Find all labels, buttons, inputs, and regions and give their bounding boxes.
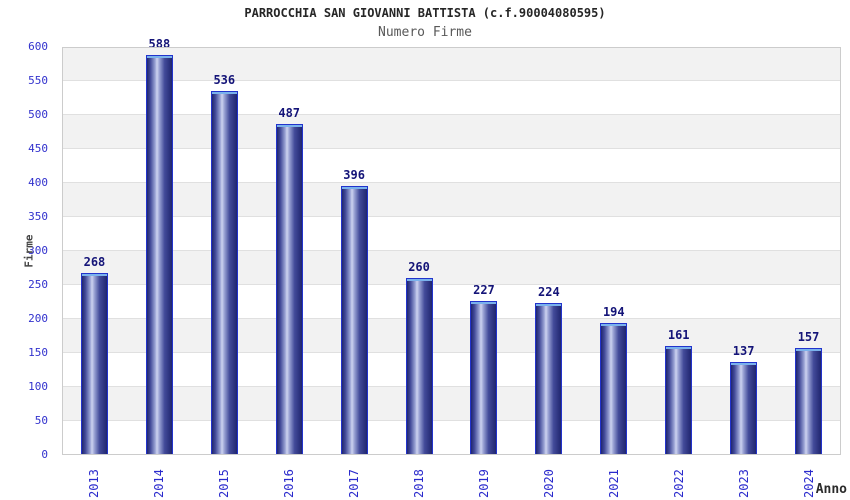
bar-2021 [600,323,628,455]
grid-band [62,353,841,387]
bar-2013 [80,273,108,455]
grid-band [62,81,841,115]
gridline [62,318,841,319]
y-tick-label: 300 [28,244,48,257]
gridline [62,182,841,183]
grid-band [62,183,841,217]
bar-2024 [795,348,823,455]
gridline [62,148,841,149]
x-tick-label: 2021 [606,469,621,498]
x-tick-label: 2014 [152,469,167,498]
gridline [62,420,841,421]
gridline [62,352,841,353]
bar-2023 [730,362,758,455]
gridline [62,114,841,115]
bar-value-label: 536 [213,73,236,87]
grid-band [62,251,841,285]
x-axis-title: Anno [815,482,847,497]
y-tick-label: 100 [28,380,48,393]
x-tick-label: 2017 [347,469,362,498]
grid-band [62,115,841,149]
y-tick-label: 400 [28,176,48,189]
y-tick-label: 150 [28,346,48,359]
bar-value-label: 487 [278,106,301,120]
bar-value-label: 161 [667,328,690,342]
y-tick-label: 0 [41,448,48,461]
y-tick-label: 50 [34,414,48,427]
bar-2018 [405,278,433,455]
bar-value-label: 224 [538,285,560,299]
x-tick-label: 2018 [412,469,427,498]
grid-band [62,319,841,353]
bar-value-label: 268 [83,255,106,269]
x-tick-label: 2016 [282,469,297,498]
bar-2020 [535,303,563,455]
x-tick-label: 2019 [476,469,491,498]
x-tick-label: 2022 [671,469,686,498]
bar-value-label: 588 [148,37,171,51]
x-tick-label: 2023 [736,469,751,498]
bar-2014 [145,55,173,455]
gridline [62,250,841,251]
chart-title: PARROCCHIA SAN GIOVANNI BATTISTA (c.f.90… [244,6,606,20]
grid-band [62,47,841,81]
y-axis-title: Firme [22,234,36,268]
bar-value-label: 260 [408,260,430,274]
y-tick-label: 550 [28,74,48,87]
gridline [62,284,841,285]
bar-2015 [210,91,238,455]
x-tick-label: 2015 [217,469,232,498]
x-tick-label: 2020 [541,469,556,498]
plot-area: 268 588 536 487 396 260 227 224 194 161 137 157 [62,38,841,455]
gridline [62,80,841,81]
bar-2016 [275,124,303,455]
y-tick-label: 600 [28,40,48,53]
grid-band [62,387,841,421]
grid-band [62,217,841,251]
y-tick-label: 450 [28,142,48,155]
bar-2019 [470,301,498,455]
grid-band [62,285,841,319]
grid-band [62,421,841,455]
bar-value-label: 194 [602,305,625,319]
bar-value-label: 227 [473,283,495,297]
x-tick-label: 2013 [87,469,102,498]
y-tick-label: 350 [28,210,48,223]
bar-2017 [340,186,368,455]
bar-value-label: 396 [343,168,365,182]
chart-subtitle: Numero Firme [378,25,472,40]
bar-value-label: 157 [797,330,820,344]
y-tick-label: 200 [28,312,48,325]
y-tick-label: 250 [28,278,48,291]
gridline [62,216,841,217]
bar-2022 [665,346,693,455]
x-tick-label: 2024 [801,469,816,498]
y-tick-label: 500 [28,108,48,121]
gridline [62,386,841,387]
grid-band [62,149,841,183]
bar-value-label: 137 [732,344,755,358]
